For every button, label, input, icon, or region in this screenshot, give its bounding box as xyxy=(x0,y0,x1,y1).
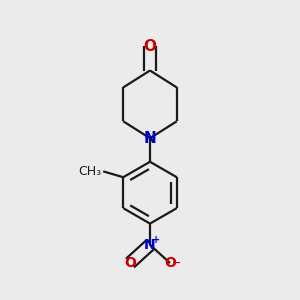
Text: O: O xyxy=(164,256,176,270)
Text: CH₃: CH₃ xyxy=(79,165,102,178)
Text: +: + xyxy=(152,235,160,244)
Text: N: N xyxy=(144,238,156,252)
Text: N: N xyxy=(144,131,156,146)
Text: O: O xyxy=(143,39,157,54)
Text: O: O xyxy=(124,256,136,270)
Text: −: − xyxy=(172,257,181,268)
